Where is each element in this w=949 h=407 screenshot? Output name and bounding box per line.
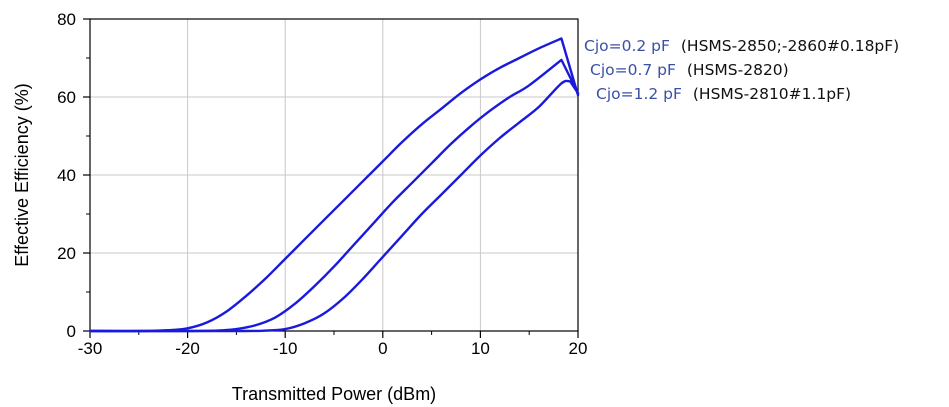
x-tick-label: -30: [78, 339, 103, 358]
tick-labels: -30 -20 -10 0 10 20 0 20 40 60 80: [57, 10, 587, 358]
annotations: Cjo=0.2 pF (HSMS-2850;-2860#0.18pF) Cjo=…: [584, 37, 899, 103]
y-axis-title: Effective Efficiency (%): [12, 83, 32, 266]
series-line-1: [88, 37, 580, 333]
annotation-part-label: (HSMS-2820): [687, 61, 789, 79]
annotation-part-label: (HSMS-2850;-2860#0.18pF): [681, 37, 899, 55]
y-tick-label: 20: [57, 244, 76, 263]
x-axis-title: Transmitted Power (dBm): [232, 384, 436, 404]
y-tick-label: 0: [67, 322, 76, 341]
x-tick-label: -20: [175, 339, 200, 358]
x-tick-label: 10: [471, 339, 490, 358]
annotation-cjo-1-2: Cjo=1.2 pF (HSMS-2810#1.1pF): [596, 85, 851, 103]
annotation-cjo-label: Cjo=1.2 pF: [596, 85, 682, 103]
annotation-cjo-label: Cjo=0.7 pF: [590, 61, 676, 79]
annotation-cjo-0-2: Cjo=0.2 pF (HSMS-2850;-2860#0.18pF): [584, 37, 899, 55]
series-lines: [88, 37, 580, 333]
y-tick-label: 60: [57, 88, 76, 107]
y-tick-label: 40: [57, 166, 76, 185]
x-tick-label: 0: [378, 339, 387, 358]
x-tick-label: 20: [569, 339, 588, 358]
annotation-part-label: (HSMS-2810#1.1pF): [693, 85, 851, 103]
x-tick-label: -10: [273, 339, 298, 358]
series-line-2: [88, 58, 580, 333]
annotation-cjo-label: Cjo=0.2 pF: [584, 37, 670, 55]
annotation-cjo-0-7: Cjo=0.7 pF (HSMS-2820): [590, 61, 789, 79]
series-line-3: [88, 79, 580, 333]
y-tick-label: 80: [57, 10, 76, 29]
